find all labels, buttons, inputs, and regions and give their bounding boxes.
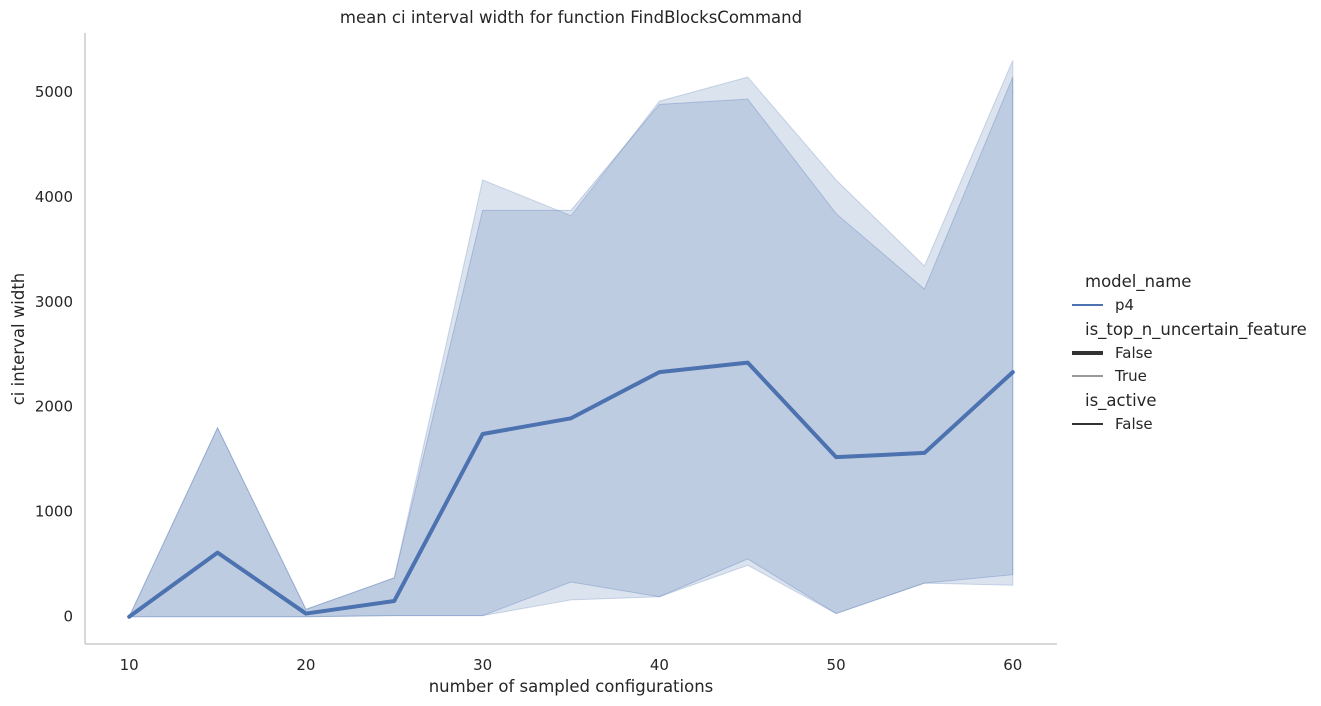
- series-line-0: [127, 360, 1015, 619]
- legend-item-label: False: [1115, 344, 1153, 362]
- x-tick-label: 60: [1003, 656, 1022, 674]
- tick-labels: 10 20 30 40 50 60 0 1000 2000 3000 4000 5000: [35, 83, 1023, 674]
- legend-group-title: model_name: [1085, 272, 1191, 292]
- y-tick-label: 5000: [35, 83, 73, 101]
- x-axis-label: number of sampled configurations: [429, 677, 714, 696]
- chart-title: mean ci interval width for function Find…: [340, 8, 802, 27]
- y-tick-label: 4000: [35, 188, 73, 206]
- axes: [84, 33, 1057, 645]
- legend-group-title: is_active: [1085, 391, 1157, 411]
- y-axis-label: ci interval width: [9, 273, 28, 406]
- legend-item-label: True: [1114, 367, 1147, 385]
- ci-bands: [128, 60, 1014, 618]
- ci-band-inner-0: [128, 76, 1014, 618]
- x-tick-label: 50: [827, 656, 846, 674]
- x-tick-label: 20: [296, 656, 315, 674]
- legend: model_name p4 is_top_n_uncertain_feature Fa…: [1072, 272, 1307, 433]
- series-lines: [127, 360, 1015, 619]
- legend-group-title: is_top_n_uncertain_feature: [1085, 320, 1307, 340]
- y-tick-label: 0: [63, 608, 73, 626]
- y-tick-label: 1000: [35, 503, 73, 521]
- x-tick-label: 40: [650, 656, 669, 674]
- legend-item-label: p4: [1115, 296, 1134, 314]
- x-tick-label: 30: [473, 656, 492, 674]
- legend-item-label: False: [1115, 415, 1153, 433]
- x-tick-label: 10: [120, 656, 139, 674]
- y-tick-label: 2000: [35, 398, 73, 416]
- ci-band-outer-0: [128, 60, 1014, 618]
- y-tick-label: 3000: [35, 293, 73, 311]
